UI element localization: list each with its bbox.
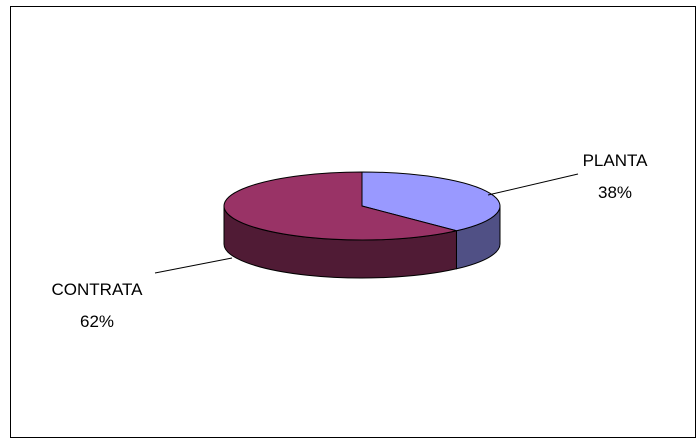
slice-value-planta: 38% — [598, 183, 632, 202]
labels-layer: PLANTA 38% CONTRATA 62% — [52, 151, 649, 331]
slice-label-planta: PLANTA — [583, 151, 649, 170]
slice-top-planta — [361, 171, 501, 232]
leader-line-contrata — [154, 257, 233, 274]
slice-top-contrata — [223, 171, 457, 241]
slice-label-contrata: CONTRATA — [52, 280, 144, 299]
leader-line-planta — [487, 173, 579, 196]
slice-value-contrata: 62% — [80, 312, 114, 331]
slices-layer — [223, 171, 501, 279]
